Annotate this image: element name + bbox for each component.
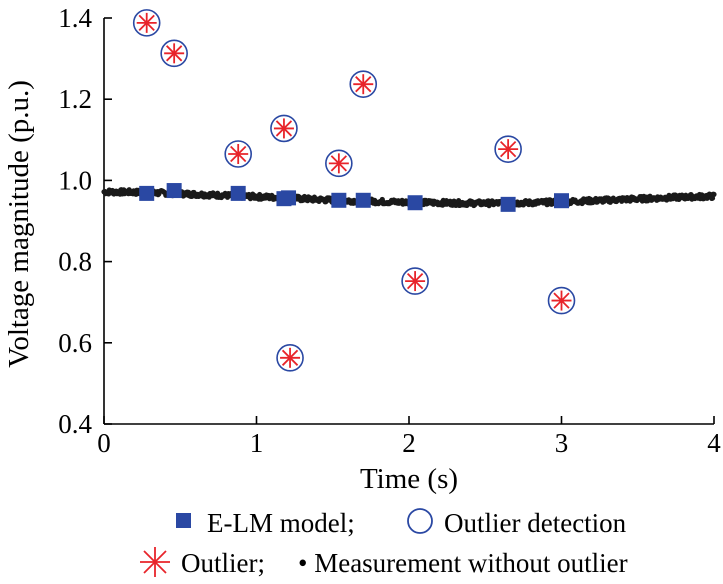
outlier-point xyxy=(136,12,157,33)
legend-elm-label: E-LM model; xyxy=(207,508,355,538)
legend-outlier-label: Outlier; xyxy=(181,548,265,578)
outlier-detection-point xyxy=(270,114,298,143)
outlier-detection-point xyxy=(276,344,304,372)
legend-square-marker xyxy=(176,513,191,528)
x-tick-label: 1 xyxy=(250,428,264,458)
y-tick-label: 0.8 xyxy=(58,247,92,277)
outlier-detection-point xyxy=(132,9,161,37)
outlier-point xyxy=(164,43,185,64)
elm-point xyxy=(500,196,516,212)
y-tick-label: 1.0 xyxy=(58,165,92,195)
elm-point xyxy=(554,193,569,209)
legend-circle-marker xyxy=(407,508,433,534)
outlier-detection-point xyxy=(325,149,353,178)
elm-point xyxy=(355,192,371,208)
outlier-point xyxy=(498,139,519,160)
x-tick-label: 0 xyxy=(97,428,111,458)
legend-detection-label: Outlier detection xyxy=(444,508,627,538)
legend: E-LM model; Outlier detection Outlier; •… xyxy=(140,508,628,578)
y-tick-label: 1.4 xyxy=(58,3,92,33)
outlier-point xyxy=(280,347,301,368)
elm-point xyxy=(331,192,347,208)
y-axis-label: Voltage magnitude (p.u.) xyxy=(3,80,35,368)
outlier-detection-point xyxy=(547,286,576,315)
elm-point xyxy=(166,183,182,199)
legend-measurement-label: • Measurement without outlier xyxy=(298,548,628,578)
y-tick-label: 0.6 xyxy=(58,328,92,358)
outlier-point xyxy=(551,290,572,311)
elm-point xyxy=(281,190,297,206)
legend-star-marker xyxy=(140,547,170,577)
x-axis-label: Time (s) xyxy=(360,463,458,495)
outlier-point xyxy=(273,118,294,139)
x-tick-label: 2 xyxy=(402,428,416,458)
outlier-detection-point xyxy=(349,70,378,98)
measurement-point xyxy=(711,191,717,197)
outlier-point xyxy=(353,74,374,95)
outlier-detection-point xyxy=(160,39,188,68)
y-tick-label: 0.4 xyxy=(58,409,92,439)
outlier-point xyxy=(405,271,426,292)
outlier-detection-point xyxy=(401,267,429,295)
x-tick-label: 3 xyxy=(555,428,569,458)
outlier-detection-point xyxy=(494,135,522,163)
outlier-point xyxy=(228,144,249,165)
outlier-point xyxy=(328,153,349,174)
elm-point xyxy=(139,185,155,201)
elm-point xyxy=(230,185,246,201)
x-tick-label: 4 xyxy=(707,428,721,458)
outlier-detection-point xyxy=(224,140,252,168)
y-tick-label: 1.2 xyxy=(58,84,92,114)
elm-point xyxy=(407,195,423,211)
